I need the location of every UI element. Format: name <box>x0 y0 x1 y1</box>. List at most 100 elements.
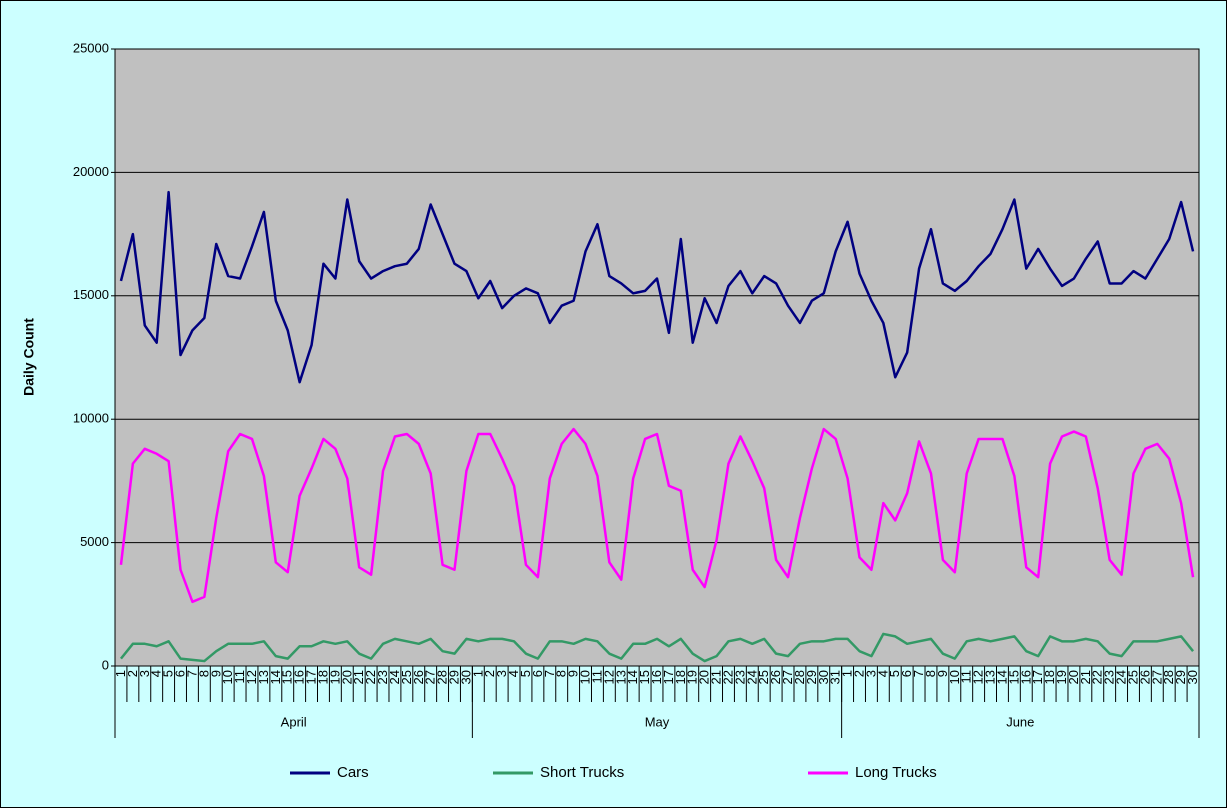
y-tick-label: 20000 <box>73 164 109 179</box>
x-tick-label: 17 <box>1030 670 1045 684</box>
x-tick-label: 2 <box>125 670 140 677</box>
x-tick-label: 19 <box>1054 670 1069 684</box>
x-tick-label: 23 <box>732 670 747 684</box>
x-tick-label: 5 <box>887 670 902 677</box>
x-tick-label: 26 <box>768 670 783 684</box>
x-tick-label: 31 <box>828 670 843 684</box>
x-tick-label: 22 <box>1090 670 1105 684</box>
x-tick-label: 23 <box>375 670 390 684</box>
y-tick-label: 0 <box>102 657 109 672</box>
x-tick-label: 20 <box>697 670 712 684</box>
x-tick-label: 21 <box>1078 670 1093 684</box>
x-tick-label: 20 <box>339 670 354 684</box>
x-tick-label: 3 <box>137 670 152 677</box>
x-tick-label: 7 <box>542 670 557 677</box>
x-tick-label: 16 <box>1018 670 1033 684</box>
x-tick-label: 10 <box>947 670 962 684</box>
y-tick-label: 10000 <box>73 411 109 426</box>
x-tick-label: 1 <box>113 670 128 677</box>
x-tick-label: 17 <box>304 670 319 684</box>
x-tick-label: 30 <box>1185 670 1200 684</box>
group-label: May <box>645 714 670 729</box>
x-tick-label: 29 <box>446 670 461 684</box>
x-tick-label: 7 <box>911 670 926 677</box>
x-tick-label: 28 <box>792 670 807 684</box>
x-tick-label: 9 <box>935 670 950 677</box>
x-tick-label: 7 <box>184 670 199 677</box>
x-tick-label: 10 <box>578 670 593 684</box>
x-tick-label: 1 <box>840 670 855 677</box>
x-tick-label: 25 <box>756 670 771 684</box>
x-tick-label: 9 <box>208 670 223 677</box>
group-label: June <box>1006 714 1034 729</box>
x-tick-label: 3 <box>494 670 509 677</box>
x-tick-label: 17 <box>661 670 676 684</box>
x-tick-label: 30 <box>458 670 473 684</box>
x-tick-label: 26 <box>411 670 426 684</box>
x-tick-label: 28 <box>1161 670 1176 684</box>
y-tick-label: 5000 <box>80 534 109 549</box>
x-tick-label: 26 <box>1137 670 1152 684</box>
x-tick-label: 5 <box>161 670 176 677</box>
legend-label: Cars <box>337 764 369 781</box>
x-tick-label: 30 <box>816 670 831 684</box>
x-tick-label: 15 <box>280 670 295 684</box>
x-tick-label: 24 <box>1114 670 1129 684</box>
x-tick-label: 5 <box>518 670 533 677</box>
x-tick-label: 21 <box>709 670 724 684</box>
x-tick-label: 11 <box>589 670 604 684</box>
x-tick-label: 13 <box>256 670 271 684</box>
x-tick-label: 13 <box>613 670 628 684</box>
x-tick-label: 4 <box>506 670 521 677</box>
series-line <box>119 190 1195 384</box>
x-tick-label: 22 <box>363 670 378 684</box>
x-tick-label: 15 <box>637 670 652 684</box>
group-label: April <box>281 714 307 729</box>
x-tick-label: 1 <box>470 670 485 677</box>
x-tick-label: 2 <box>482 670 497 677</box>
x-tick-label: 4 <box>875 670 890 677</box>
x-tick-label: 14 <box>625 670 640 684</box>
x-tick-label: 28 <box>435 670 450 684</box>
legend-label: Long Trucks <box>855 764 937 781</box>
y-tick-label: 25000 <box>73 40 109 55</box>
plot-area <box>115 49 1199 666</box>
x-tick-label: 27 <box>423 670 438 684</box>
x-tick-label: 8 <box>554 670 569 677</box>
x-tick-label: 16 <box>649 670 664 684</box>
y-axis-label: Daily Count <box>21 318 37 396</box>
x-tick-label: 9 <box>566 670 581 677</box>
x-tick-label: 13 <box>983 670 998 684</box>
x-tick-label: 18 <box>315 670 330 684</box>
x-tick-label: 11 <box>959 670 974 684</box>
x-tick-label: 27 <box>780 670 795 684</box>
x-tick-label: 2 <box>852 670 867 677</box>
x-tick-label: 4 <box>149 670 164 677</box>
x-tick-label: 12 <box>601 670 616 684</box>
plot-border <box>114 48 1200 667</box>
x-tick-label: 6 <box>899 670 914 677</box>
x-tick-label: 19 <box>327 670 342 684</box>
series-line <box>119 427 1195 604</box>
x-tick-label: 16 <box>292 670 307 684</box>
x-tick-label: 24 <box>744 670 759 684</box>
x-tick-label: 24 <box>387 670 402 684</box>
x-tick-label: 12 <box>244 670 259 684</box>
x-tick-label: 21 <box>351 670 366 684</box>
series-line <box>119 632 1195 663</box>
x-tick-label: 3 <box>863 670 878 677</box>
x-tick-label: 14 <box>268 670 283 684</box>
legend-label: Short Trucks <box>540 764 624 781</box>
x-tick-label: 11 <box>232 670 247 684</box>
x-tick-label: 10 <box>220 670 235 684</box>
x-tick-label: 19 <box>685 670 700 684</box>
x-tick-label: 6 <box>530 670 545 677</box>
x-tick-label: 29 <box>804 670 819 684</box>
x-tick-label: 27 <box>1149 670 1164 684</box>
x-tick-label: 15 <box>1006 670 1021 684</box>
x-tick-label: 22 <box>720 670 735 684</box>
x-tick-label: 6 <box>173 670 188 677</box>
x-tick-label: 18 <box>1042 670 1057 684</box>
x-tick-label: 8 <box>196 670 211 677</box>
x-tick-label: 18 <box>673 670 688 684</box>
